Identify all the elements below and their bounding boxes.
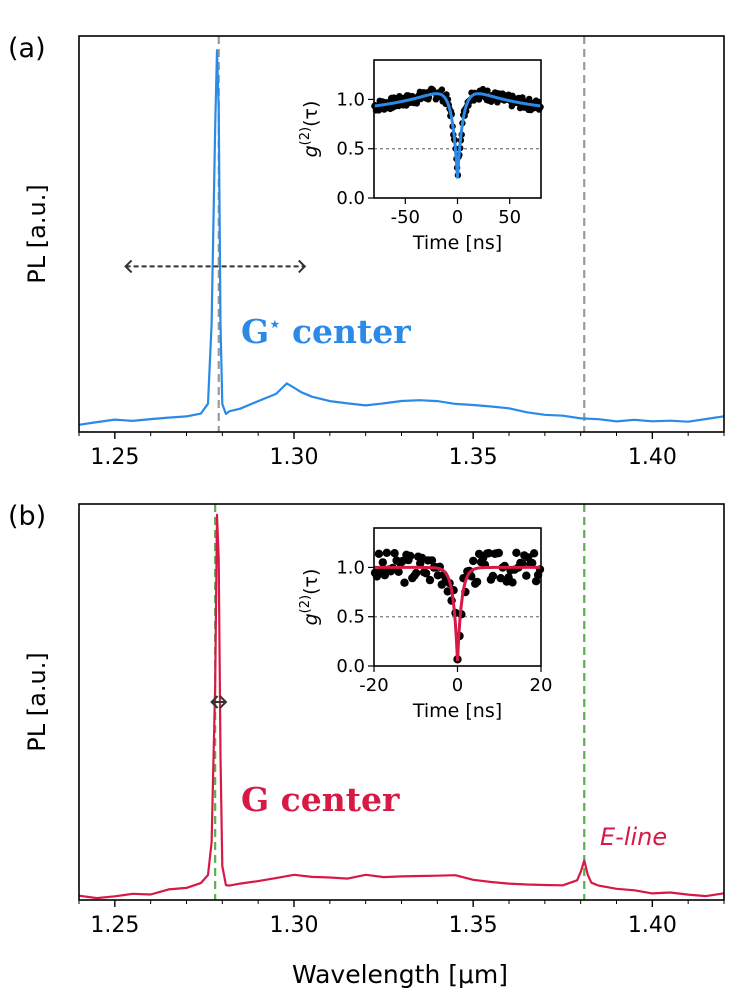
x-tick-label: 1.40 xyxy=(628,445,677,470)
inset-x-tick-label: 0 xyxy=(452,207,463,228)
inset-data-point xyxy=(472,577,482,587)
x-tick-label: 1.40 xyxy=(628,913,677,938)
annotation-suffix: center xyxy=(280,312,411,351)
inset-x-tick-label: -50 xyxy=(391,207,420,228)
panel-label: (b) xyxy=(8,501,46,532)
inset-y-label: g(2)(τ) xyxy=(298,101,322,158)
inset-data-point xyxy=(427,556,437,565)
inset-y-label: g(2)(τ) xyxy=(298,569,322,626)
inset-x-tick-label: 20 xyxy=(530,675,553,696)
inset-data-point xyxy=(529,549,539,558)
inset-data-point xyxy=(484,87,491,94)
inset-data-point xyxy=(469,556,478,566)
x-tick-label: 1.25 xyxy=(90,445,139,470)
inset-y-tick-label: 0.0 xyxy=(336,656,365,677)
inset-y-tick-label: 0.5 xyxy=(336,607,365,628)
inset-data-point xyxy=(535,98,542,106)
x-tick-label: 1.35 xyxy=(449,913,498,938)
inset-data-point xyxy=(374,549,384,558)
inset-x-tick-label: 50 xyxy=(498,207,521,228)
panel-label: (a) xyxy=(8,33,46,64)
inset-data-point xyxy=(522,571,531,580)
y-axis-label: PL [a.u.] xyxy=(23,184,51,283)
y-axis-label: PL [a.u.] xyxy=(23,652,51,751)
inset-data-point xyxy=(400,578,409,587)
panel-b: (b) PL [a.u.] 1.25 1.30 1.35 1.40 G center E-li… xyxy=(8,501,725,938)
spectrum-line xyxy=(78,49,725,426)
annotation-main: G center xyxy=(241,780,400,819)
inset-data-point xyxy=(494,548,503,558)
linewidth-bar-right-cap xyxy=(219,695,228,709)
inset-data-point xyxy=(394,567,403,576)
inset-fit-line xyxy=(373,92,542,179)
inset-data-point xyxy=(421,569,431,578)
inset-data-point xyxy=(406,551,415,561)
inset: -50 0 50 0.0 0.5 1.0 Time [ns] g(2)(τ) xyxy=(298,59,544,254)
inset-data-point xyxy=(528,558,537,568)
x-tick-label: 1.30 xyxy=(270,913,319,938)
inset-y-label-arg: (τ) xyxy=(300,569,322,595)
inset-y-tick-label: 1.0 xyxy=(336,89,365,110)
inset: -20 0 20 0.0 0.5 1.0 Time [ns] g(2)(τ) xyxy=(298,527,553,722)
inset-y-tick-label: 0.5 xyxy=(336,139,365,160)
annotation-sup: ⋆ xyxy=(269,314,280,335)
linewidth-bar-left-cap xyxy=(124,259,133,274)
inset-fit-line xyxy=(374,565,541,662)
inset-y-label-base: g xyxy=(300,145,322,157)
center-annotation: G⋆ center xyxy=(241,312,411,351)
inset-y-tick-label: 1.0 xyxy=(336,557,365,578)
inset-data-point xyxy=(412,568,421,578)
inset-y-label-sup: (2) xyxy=(298,595,313,613)
linewidth-bar-left-cap xyxy=(210,695,219,709)
inset-data-point xyxy=(518,559,527,568)
x-tick-label: 1.35 xyxy=(449,445,498,470)
x-axis-label: Wavelength [μm] xyxy=(292,960,508,989)
spectrum-line xyxy=(78,513,725,900)
inset-x-label: Time [ns] xyxy=(412,232,502,254)
inset-data-point xyxy=(488,571,498,581)
inset-y-tick-label: 0.0 xyxy=(336,188,365,209)
inset-data-point xyxy=(438,86,446,93)
inset-data-point xyxy=(526,95,533,103)
x-tick-label: 1.30 xyxy=(270,445,319,470)
inset-y-label-arg: (τ) xyxy=(300,101,322,127)
annotation-main: G xyxy=(241,312,269,351)
inset-data-point xyxy=(390,549,399,558)
inset-data-point xyxy=(378,558,387,567)
inset-y-label-sup: (2) xyxy=(298,127,313,145)
inset-y-label-base: g xyxy=(300,613,322,625)
inset-data-point xyxy=(508,578,517,587)
panel-a: (a) PL [a.u.] 1.25 1.30 1.35 1.40 G⋆ center -50… xyxy=(8,33,725,470)
inset-x-label: Time [ns] xyxy=(412,700,502,722)
x-tick-label: 1.25 xyxy=(90,913,139,938)
inset-x-tick-label: -20 xyxy=(359,675,388,696)
center-annotation: G center xyxy=(241,780,400,819)
inset-x-tick-label: 0 xyxy=(452,675,463,696)
linewidth-bar-right-cap xyxy=(298,259,307,274)
inset-data-point xyxy=(382,548,391,557)
e-line-label: E-line xyxy=(600,823,667,851)
inset-data-point xyxy=(512,548,521,557)
inset-data-point xyxy=(425,575,435,585)
